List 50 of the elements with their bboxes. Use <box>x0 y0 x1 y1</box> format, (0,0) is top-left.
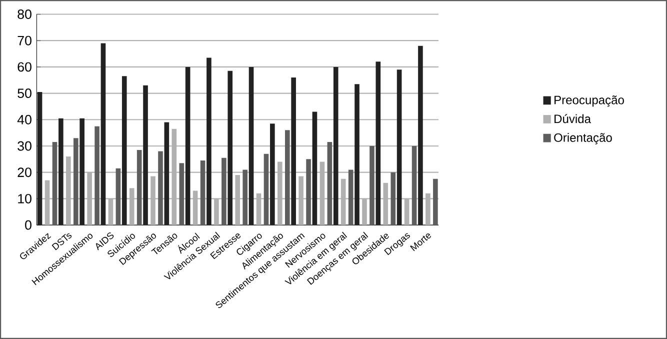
y-tick-label: 50 <box>18 88 32 98</box>
bar <box>185 66 190 226</box>
bar <box>284 130 290 226</box>
bar <box>179 163 184 226</box>
bar <box>94 126 100 226</box>
y-tick-label: 30 <box>18 141 32 151</box>
bar <box>136 150 142 226</box>
y-tick-label: 60 <box>18 62 32 72</box>
legend-label: Orientação <box>554 133 612 144</box>
bar <box>143 85 148 226</box>
legend-label: Dúvida <box>554 114 592 124</box>
bar <box>264 154 269 226</box>
bar <box>412 146 417 226</box>
y-tick-label: 10 <box>18 194 32 204</box>
bar <box>327 142 332 226</box>
bar <box>370 146 374 226</box>
bar <box>100 43 106 226</box>
bar <box>376 62 381 226</box>
bar <box>80 118 84 226</box>
bar <box>74 138 78 226</box>
bar <box>306 159 311 226</box>
bar <box>52 142 58 226</box>
bar <box>222 158 226 226</box>
bar <box>158 151 163 226</box>
bar <box>122 76 127 226</box>
bar <box>333 66 338 226</box>
legend-label: Preocupação <box>554 96 624 107</box>
bar <box>37 92 42 226</box>
y-tick-label: 0 <box>25 220 32 230</box>
y-tick-label: 40 <box>17 114 32 124</box>
bar <box>291 77 296 226</box>
bar <box>58 118 64 226</box>
y-tick-label: 80 <box>18 10 32 19</box>
bar <box>433 178 438 226</box>
bar <box>248 66 254 226</box>
bar <box>206 58 212 226</box>
bar <box>270 124 275 226</box>
y-tick-label: 70 <box>18 36 32 46</box>
bar <box>242 170 248 226</box>
bar <box>164 122 170 226</box>
bar <box>354 84 360 226</box>
bar <box>390 172 396 226</box>
bar <box>312 112 318 226</box>
bar <box>418 46 423 226</box>
bar <box>228 70 233 226</box>
y-tick-label: 20 <box>18 168 32 178</box>
bar <box>116 168 121 226</box>
bar <box>200 160 206 226</box>
bar <box>396 70 402 226</box>
bar <box>348 170 354 226</box>
